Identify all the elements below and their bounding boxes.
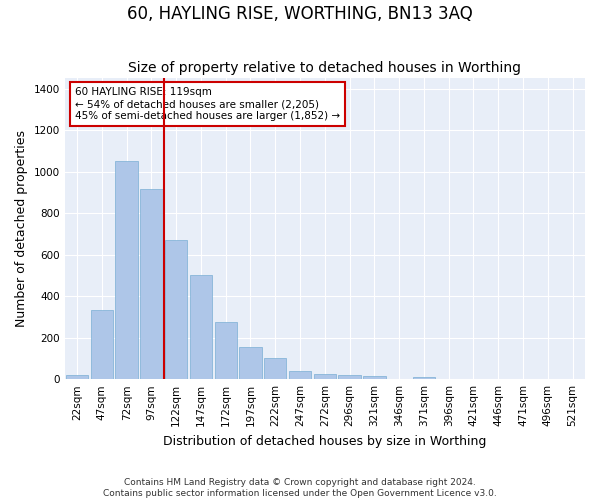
- Text: Contains HM Land Registry data © Crown copyright and database right 2024.
Contai: Contains HM Land Registry data © Crown c…: [103, 478, 497, 498]
- Bar: [314, 374, 336, 379]
- Bar: [140, 190, 163, 379]
- Bar: [190, 276, 212, 379]
- Bar: [413, 376, 435, 379]
- Bar: [338, 375, 361, 379]
- Text: 60 HAYLING RISE: 119sqm
← 54% of detached houses are smaller (2,205)
45% of semi: 60 HAYLING RISE: 119sqm ← 54% of detache…: [75, 88, 340, 120]
- Text: 60, HAYLING RISE, WORTHING, BN13 3AQ: 60, HAYLING RISE, WORTHING, BN13 3AQ: [127, 5, 473, 23]
- Y-axis label: Number of detached properties: Number of detached properties: [15, 130, 28, 328]
- Bar: [215, 322, 237, 379]
- Bar: [66, 375, 88, 379]
- Title: Size of property relative to detached houses in Worthing: Size of property relative to detached ho…: [128, 60, 521, 74]
- Bar: [264, 358, 286, 379]
- Bar: [91, 310, 113, 379]
- Bar: [363, 376, 386, 379]
- Bar: [239, 347, 262, 379]
- Bar: [289, 372, 311, 379]
- Bar: [115, 162, 138, 379]
- X-axis label: Distribution of detached houses by size in Worthing: Distribution of detached houses by size …: [163, 434, 487, 448]
- Bar: [165, 240, 187, 379]
